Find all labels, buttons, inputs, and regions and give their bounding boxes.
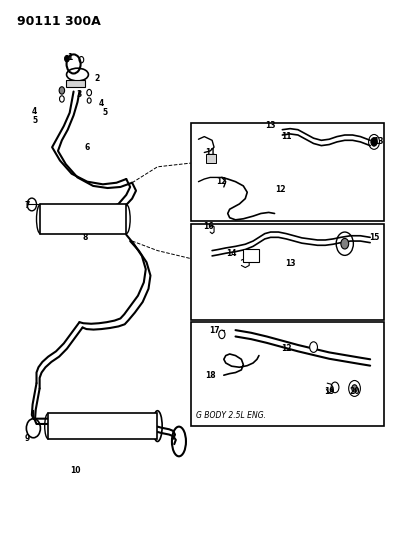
Text: 17: 17	[209, 326, 219, 335]
Bar	[191, 224, 384, 319]
Text: 5: 5	[102, 108, 107, 117]
Text: 3: 3	[77, 90, 82, 99]
Text: 12: 12	[275, 185, 286, 194]
Text: 18: 18	[205, 370, 215, 379]
Circle shape	[371, 138, 377, 146]
Text: 8: 8	[83, 233, 88, 242]
Circle shape	[352, 385, 357, 392]
Bar	[206, 154, 216, 163]
Circle shape	[64, 55, 69, 62]
Text: 7: 7	[24, 201, 29, 210]
Bar	[191, 322, 384, 425]
Circle shape	[341, 238, 349, 249]
Text: 20: 20	[349, 386, 360, 395]
Text: 14: 14	[226, 249, 237, 258]
Bar	[191, 123, 384, 221]
Text: 4: 4	[32, 107, 37, 116]
Text: 6: 6	[84, 143, 90, 152]
Text: 2: 2	[94, 74, 99, 83]
Text: G BODY 2.5L ENG.: G BODY 2.5L ENG.	[196, 411, 266, 420]
Text: 11: 11	[205, 148, 215, 157]
Text: 13: 13	[373, 138, 383, 147]
Bar	[66, 80, 84, 87]
Text: 9: 9	[24, 434, 29, 443]
Text: 15: 15	[369, 233, 379, 242]
Text: 13: 13	[265, 122, 276, 131]
Text: 13: 13	[285, 260, 296, 268]
Text: 5: 5	[32, 116, 37, 125]
Text: 16: 16	[203, 222, 213, 231]
Text: 11: 11	[281, 132, 292, 141]
Bar	[243, 249, 259, 262]
Text: 19: 19	[324, 386, 334, 395]
Text: 4: 4	[98, 99, 103, 108]
Text: 10: 10	[70, 466, 81, 475]
Text: 1: 1	[67, 53, 72, 62]
Circle shape	[59, 87, 64, 94]
Bar	[40, 205, 126, 233]
Text: 12: 12	[217, 177, 227, 186]
Circle shape	[310, 342, 318, 352]
Bar	[48, 414, 158, 439]
Text: 12: 12	[281, 344, 292, 353]
Text: 90111 300A: 90111 300A	[17, 14, 101, 28]
